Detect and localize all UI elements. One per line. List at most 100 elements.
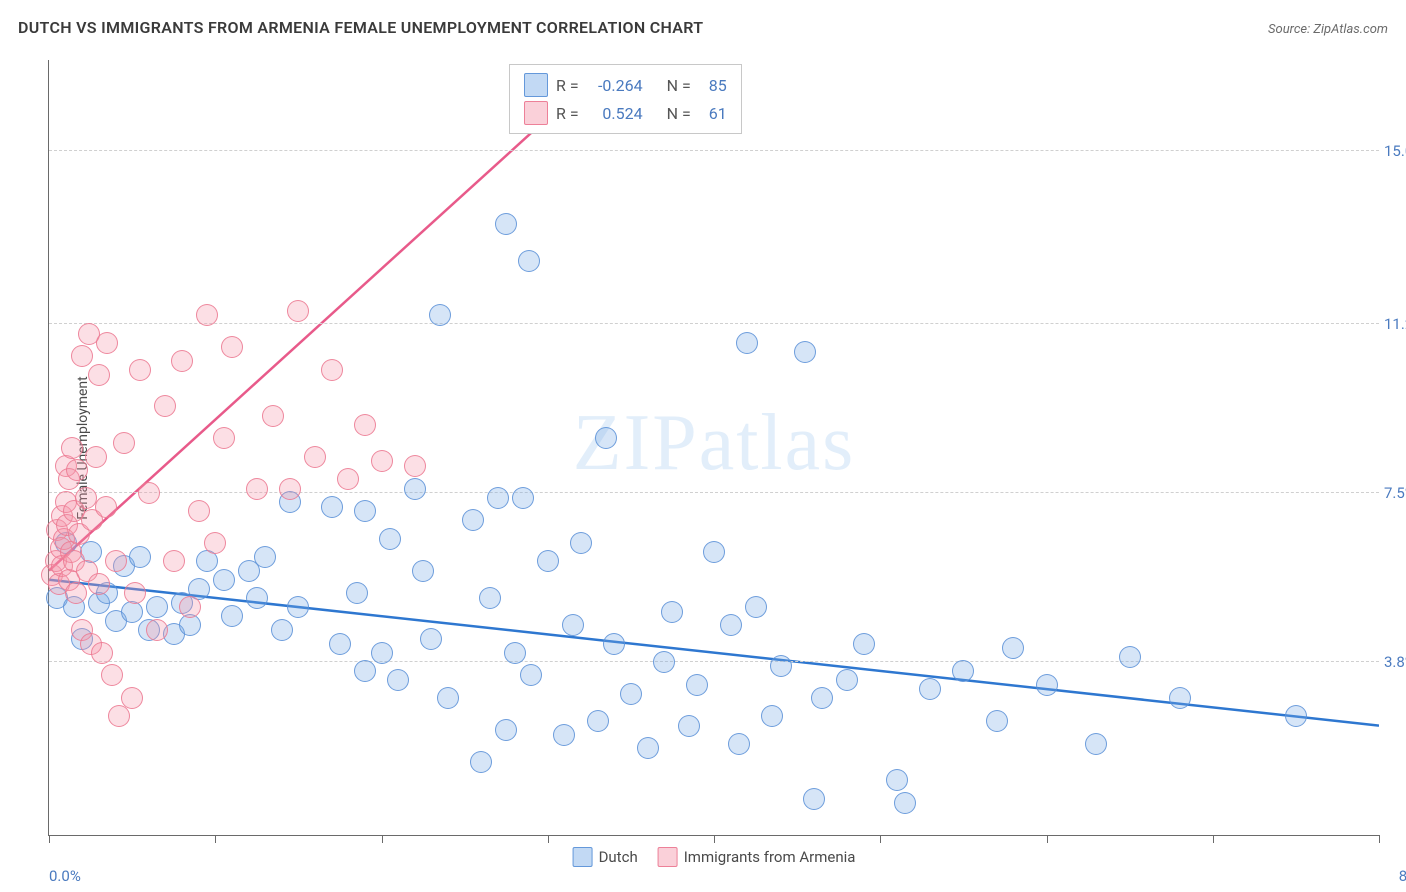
stats-legend-box: R = -0.264 N = 85 R = 0.524 N = 61 <box>509 64 742 134</box>
data-point <box>346 582 368 604</box>
swatch-dutch-bottom-icon <box>573 847 593 867</box>
data-point <box>354 414 376 436</box>
n-label-2: N = <box>667 104 691 123</box>
data-point <box>213 569 235 591</box>
data-point <box>404 478 426 500</box>
data-point <box>553 724 575 746</box>
data-point <box>1169 687 1191 709</box>
chart-header: DUTCH VS IMMIGRANTS FROM ARMENIA FEMALE … <box>18 18 1388 37</box>
data-point <box>96 332 118 354</box>
data-point <box>287 300 309 322</box>
data-point <box>437 687 459 709</box>
data-point <box>88 364 110 386</box>
data-point <box>354 500 376 522</box>
data-point <box>518 250 540 272</box>
r-label-2: R = <box>556 104 579 123</box>
data-point <box>420 628 442 650</box>
data-point <box>836 669 858 691</box>
data-point <box>146 596 168 618</box>
data-point <box>470 751 492 773</box>
y-tick-label: 15.0% <box>1384 142 1406 160</box>
data-point <box>1285 705 1307 727</box>
data-point <box>1036 674 1058 696</box>
data-point <box>154 395 176 417</box>
data-point <box>124 582 146 604</box>
data-point <box>91 642 113 664</box>
data-point <box>495 719 517 741</box>
data-point <box>354 660 376 682</box>
data-point <box>487 487 509 509</box>
data-point <box>65 582 87 604</box>
data-point <box>179 596 201 618</box>
data-point <box>587 710 609 732</box>
stats-legend-row-armenia: R = 0.524 N = 61 <box>524 99 727 127</box>
chart-title: DUTCH VS IMMIGRANTS FROM ARMENIA FEMALE … <box>18 18 703 37</box>
x-tick <box>1213 835 1214 843</box>
gridline <box>49 150 1379 151</box>
data-point <box>138 482 160 504</box>
data-point <box>337 468 359 490</box>
x-tick <box>49 835 50 843</box>
data-point <box>595 427 617 449</box>
data-point <box>371 642 393 664</box>
source-attribution: Source: ZipAtlas.com <box>1268 22 1388 37</box>
data-point <box>504 642 526 664</box>
data-point <box>952 660 974 682</box>
data-point <box>986 710 1008 732</box>
x-tick <box>1379 835 1380 843</box>
x-tick <box>1047 835 1048 843</box>
n-label: N = <box>667 76 691 95</box>
data-point <box>113 432 135 454</box>
data-point <box>329 633 351 655</box>
data-point <box>653 651 675 673</box>
gridline <box>49 661 1379 662</box>
data-point <box>246 587 268 609</box>
data-point <box>387 669 409 691</box>
data-point <box>894 792 916 814</box>
data-point <box>570 532 592 554</box>
data-point <box>287 596 309 618</box>
data-point <box>271 619 293 641</box>
data-point <box>101 664 123 686</box>
y-tick-label: 3.8% <box>1384 653 1406 671</box>
x-tick <box>880 835 881 843</box>
data-point <box>661 601 683 623</box>
data-point <box>262 405 284 427</box>
swatch-armenia-bottom-icon <box>658 847 678 867</box>
data-point <box>745 596 767 618</box>
series-label-armenia: Immigrants from Armenia <box>684 848 856 866</box>
data-point <box>736 332 758 354</box>
data-point <box>221 605 243 627</box>
data-point <box>620 683 642 705</box>
data-point <box>495 213 517 235</box>
data-point <box>95 496 117 518</box>
data-point <box>794 341 816 363</box>
data-point <box>686 674 708 696</box>
data-point <box>321 359 343 381</box>
data-point <box>66 459 88 481</box>
data-point <box>520 664 542 686</box>
data-point <box>121 687 143 709</box>
data-point <box>404 455 426 477</box>
x-tick <box>382 835 383 843</box>
data-point <box>304 446 326 468</box>
data-point <box>371 450 393 472</box>
swatch-dutch-icon <box>524 73 548 97</box>
data-point <box>379 528 401 550</box>
data-point <box>637 737 659 759</box>
data-point <box>512 487 534 509</box>
trend-lines-layer <box>49 60 1379 835</box>
data-point <box>703 541 725 563</box>
series-legend: Dutch Immigrants from Armenia <box>573 847 856 867</box>
data-point <box>1085 733 1107 755</box>
data-point <box>61 437 83 459</box>
data-point <box>811 687 833 709</box>
data-point <box>728 733 750 755</box>
data-point <box>562 614 584 636</box>
data-point <box>88 573 110 595</box>
data-point <box>678 715 700 737</box>
n-value-armenia: 61 <box>699 104 727 123</box>
data-point <box>254 546 276 568</box>
data-point <box>129 546 151 568</box>
y-tick-label: 11.2% <box>1384 315 1406 333</box>
